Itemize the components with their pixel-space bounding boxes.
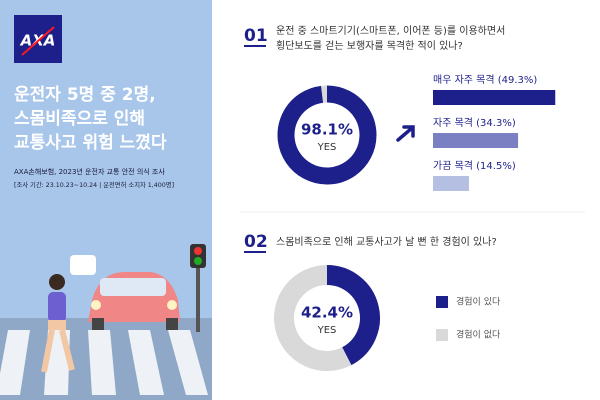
- question: 스몸비족으로 인해 교통사고가 날 뻔 한 경험이 있나?: [276, 235, 497, 248]
- donut-segment: [274, 265, 352, 371]
- headline: 교통사고 위험 느꼈다: [14, 132, 167, 153]
- center-label: YES: [317, 142, 337, 153]
- donut-segment: [277, 85, 377, 185]
- arrow: [396, 125, 415, 142]
- bar: [433, 176, 469, 191]
- legend-swatch: [436, 296, 448, 308]
- bar: [433, 90, 556, 105]
- bar-label: 매우 자주 목격 (49.3%): [433, 73, 537, 86]
- bar-label: 자주 목격 (34.3%): [433, 116, 516, 129]
- legend-swatch: [436, 329, 448, 341]
- logo-slash: [21, 26, 55, 56]
- center-label: YES: [317, 325, 337, 336]
- section-number: 01: [244, 26, 268, 46]
- question: 횡단보도를 걷는 보행자를 목격한 적이 있나?: [276, 39, 463, 52]
- headline: 스몸비족으로 인해: [14, 109, 145, 129]
- source: [조사 기간: 23.10.23~10.24 | 운전면허 소지자 1,400명…: [14, 180, 174, 189]
- bar: [433, 133, 519, 148]
- donut-segment: [326, 265, 380, 366]
- question: 운전 중 스마트기기(스마트폰, 이어폰 등)를 이용하면서: [276, 24, 505, 37]
- center-value: 98.1%: [301, 121, 353, 139]
- center-value: 42.4%: [301, 304, 353, 322]
- legend-label: 경험이 없다: [456, 329, 501, 341]
- section-number: 02: [244, 232, 268, 252]
- headline: 운전자 5명 중 2명,: [14, 85, 156, 105]
- source: AXA손해보험, 2023년 운전자 교통 안전 의식 조사: [14, 167, 165, 176]
- illustration: [0, 244, 212, 400]
- legend-label: 경험이 있다: [456, 296, 501, 308]
- bar-label: 가끔 목격 (14.5%): [433, 159, 516, 172]
